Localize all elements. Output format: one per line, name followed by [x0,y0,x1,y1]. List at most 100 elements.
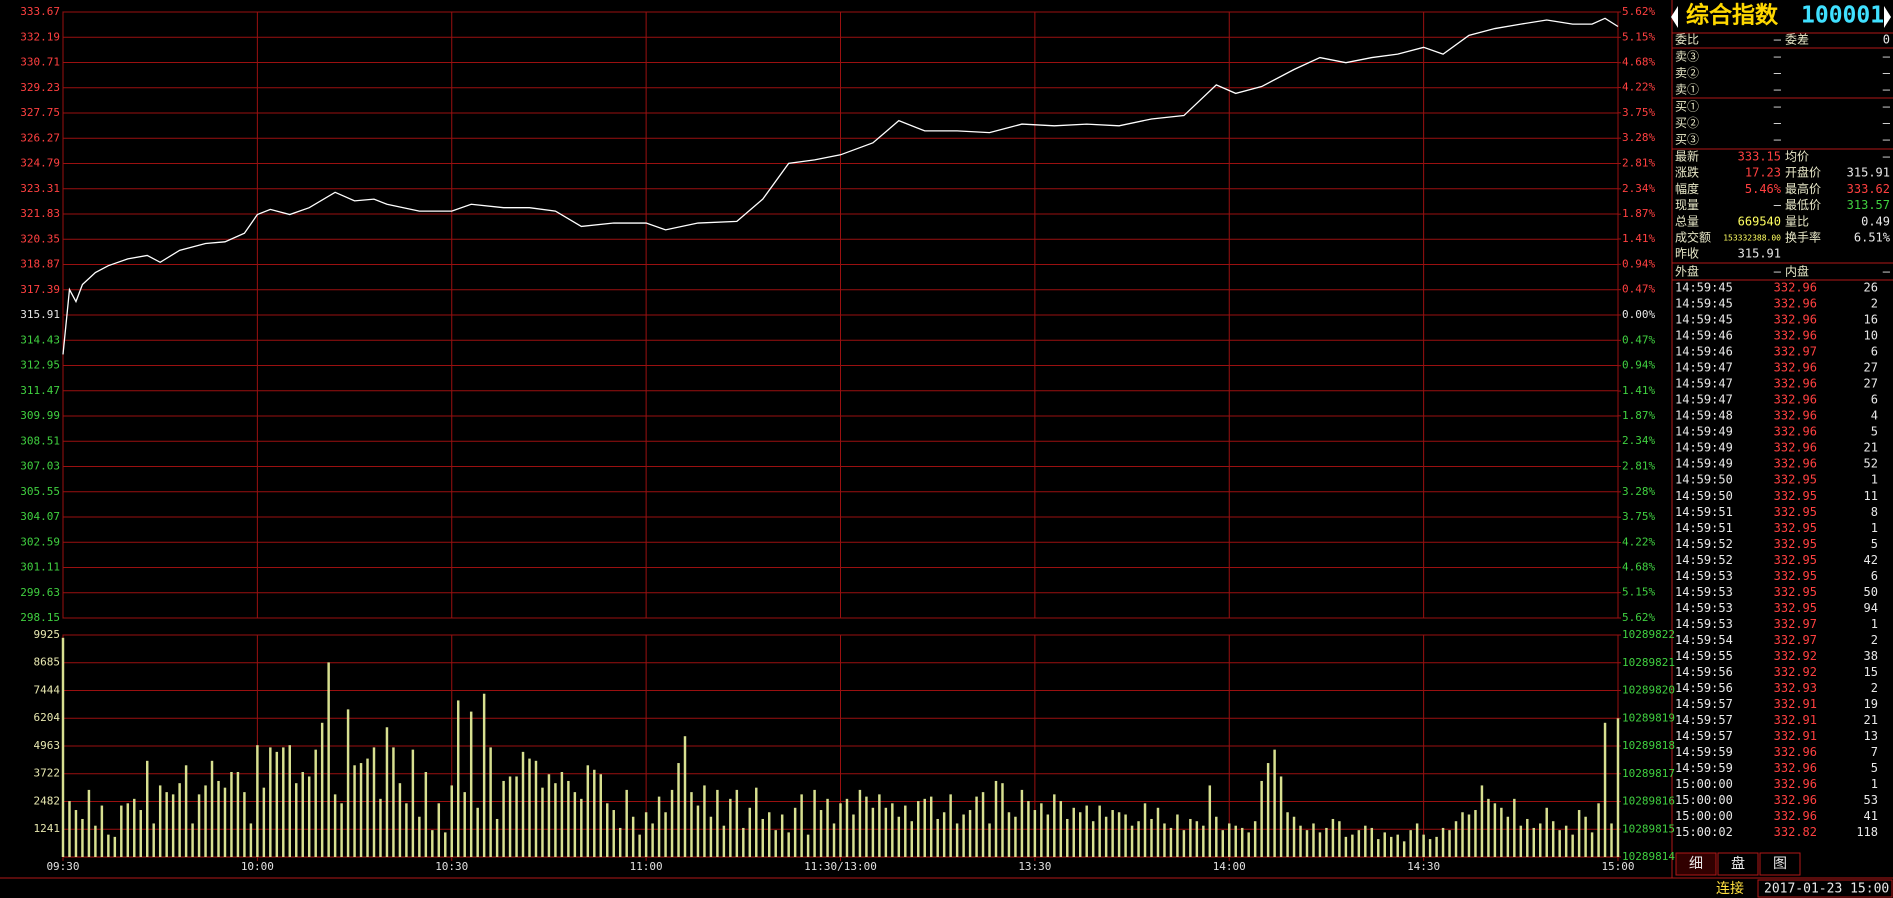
volume-bar [1377,839,1380,857]
next-arrow[interactable] [1884,6,1891,28]
trade-time: 14:59:45 [1675,313,1733,327]
trade-volume: 2 [1871,297,1878,311]
trade-time: 14:59:57 [1675,713,1733,727]
volume-bar [1539,823,1542,857]
datetime: 2017-01-23 15:00 [1764,882,1889,897]
connection-status: 连接 [1716,880,1744,897]
volume-bar [1059,801,1063,857]
volume-bar [1435,836,1438,857]
volume-bar [1098,805,1101,857]
trade-price: 332.91 [1774,713,1817,727]
volume-bar [482,693,486,857]
stat-label: 现量 [1675,198,1699,212]
sells-volume: — [1883,50,1891,64]
volume-bar [1247,832,1250,857]
tab[interactable] [1759,852,1801,876]
volume-bar [1577,810,1581,857]
volume-bar [1040,803,1043,857]
volume-bar [1240,827,1244,857]
trade-time: 14:59:53 [1675,601,1733,615]
volume-bar [1266,763,1270,857]
trade-price: 332.96 [1774,377,1817,391]
tab-label: 细 [1689,856,1703,872]
volume-bar [703,785,706,857]
y2-tick-label: 10289822 [1622,628,1675,641]
volume-bar [1331,818,1335,857]
stat-label: 幅度 [1675,181,1699,196]
volume-bar [1597,803,1600,857]
tab[interactable] [1717,852,1759,876]
y-tick-label: 312.95 [20,359,60,372]
y-tick-label: 298.15 [20,611,60,624]
trade-time: 14:59:50 [1675,489,1733,503]
volume-bar [107,834,110,857]
y2-tick-label: 5.15% [1622,586,1655,599]
trade-volume: 1 [1871,473,1878,487]
volume-bar [521,751,525,857]
volume-bar [878,794,881,857]
trade-price: 332.96 [1774,441,1817,455]
volume-bar [975,796,978,857]
volume-bar [1137,821,1140,857]
volume-bar [767,812,771,857]
volume-bar [385,727,389,857]
volume-bar [282,747,285,857]
volume-bar [1422,834,1425,857]
volume-bar [476,807,479,857]
y2-tick-label: 1.87% [1622,409,1655,422]
volume-bar [1364,825,1367,857]
y-tick-label: 305.55 [20,485,60,498]
volume-bar [644,812,648,857]
volume-bar [677,763,680,857]
trade-volume: 5 [1871,425,1878,439]
volume-bar [1111,810,1114,857]
volume-bar [1104,816,1108,857]
y2-tick-label: 1.87% [1622,207,1655,220]
volume-bar [962,814,965,857]
volume-bar [618,827,622,857]
volume-bar [366,758,369,857]
tab[interactable] [1675,852,1717,876]
buys-volume: — [1883,116,1891,130]
volume-bar [1370,827,1374,857]
trade-price: 332.96 [1774,281,1817,295]
volume-bar [256,745,259,857]
volume-bar [333,794,337,857]
volume-bar [120,805,123,857]
volume-bar [444,832,447,857]
volume-bar [1506,816,1510,857]
prev-arrow[interactable] [1671,6,1678,28]
volume-bar [612,810,615,857]
y-tick-label: 318.87 [20,258,60,271]
trade-price: 332.95 [1774,505,1817,519]
volume-bar [171,794,175,857]
y2-tick-label: 4.68% [1622,560,1655,573]
volume-bar [722,825,726,857]
volume-bar [729,798,732,857]
order-diff-value: 0 [1883,33,1890,47]
trade-volume: 5 [1871,761,1878,775]
volume-bar [463,792,466,857]
volume-bar [917,801,920,857]
y2-tick-label: 2.34% [1622,182,1655,195]
y-tick-label: 324.79 [20,157,60,170]
volume-bar [469,711,473,857]
stat-value: 6.51% [1854,231,1891,245]
index-name: 综合指数 [1686,2,1779,29]
y-tick-label: 332.19 [20,30,60,43]
x-tick-label: 15:00 [1601,860,1634,873]
stat-value: 5.46% [1745,182,1782,196]
sells-label: 卖③ [1675,50,1699,64]
volume-bar [547,774,551,857]
stat-label: 成交额 [1675,230,1711,245]
volume-bar [968,810,972,857]
volume-bar [133,798,136,857]
volume-bar [431,830,434,857]
trade-volume: 42 [1864,553,1878,567]
trade-time: 14:59:46 [1675,329,1733,343]
trade-volume: 16 [1864,313,1878,327]
trade-time: 14:59:54 [1675,633,1733,647]
y-tick-label: 333.67 [20,5,60,18]
trade-price: 332.95 [1774,553,1817,567]
x-tick-label: 13:30 [1018,860,1051,873]
